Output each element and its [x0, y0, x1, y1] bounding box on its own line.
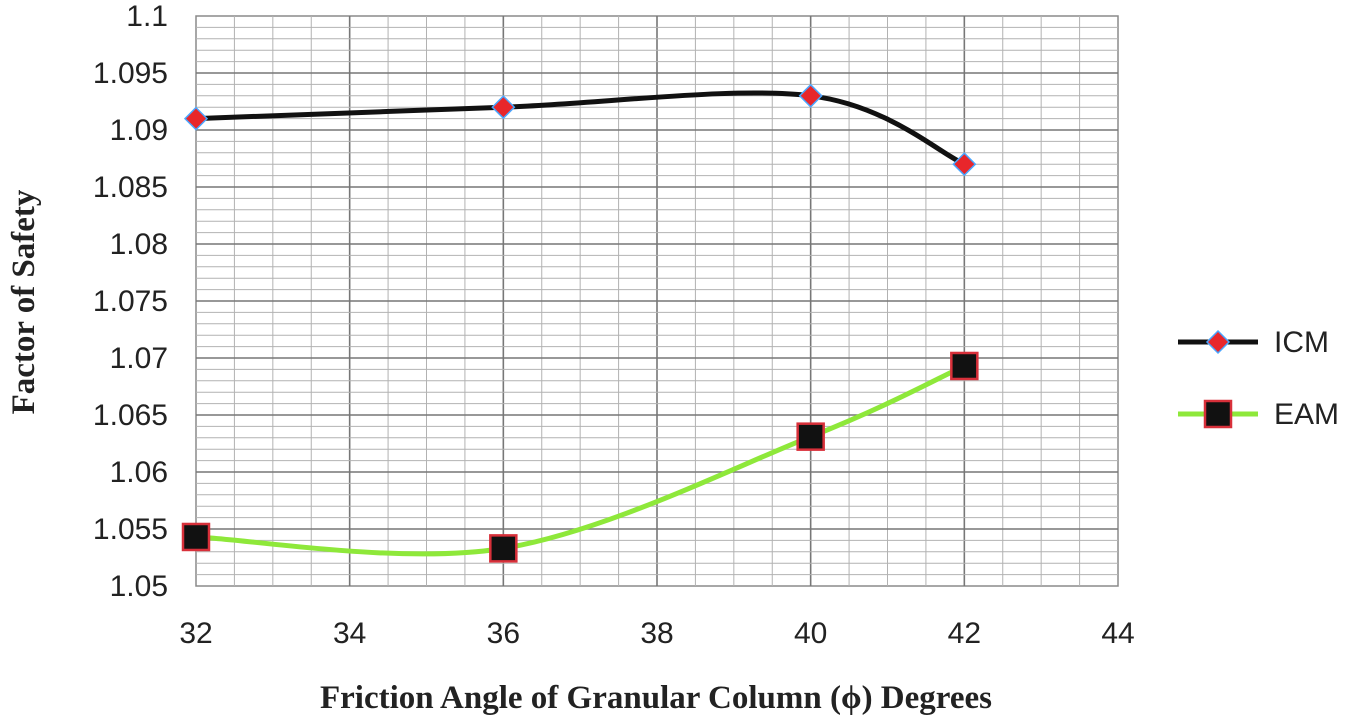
y-tick-label: 1.055 [93, 513, 168, 546]
y-tick-label: 1.09 [110, 114, 168, 147]
x-tick-label: 38 [640, 617, 673, 650]
y-tick-label: 1.095 [93, 57, 168, 90]
x-tick-label: 42 [948, 617, 981, 650]
x-tick-label: 36 [487, 617, 520, 650]
x-tick-label: 40 [794, 617, 827, 650]
legend-label-icm: ICM [1274, 326, 1329, 359]
x-tick-label: 32 [179, 617, 212, 650]
series-icm [183, 83, 977, 177]
y-tick-label: 1.085 [93, 171, 168, 204]
legend-marker-eam [1203, 399, 1233, 429]
y-tick-label: 1.065 [93, 399, 168, 432]
y-tick-label: 1.05 [110, 570, 168, 603]
legend-marker-icm [1205, 329, 1231, 355]
x-axis-title: Friction Angle of Granular Column (ϕ) De… [320, 680, 992, 716]
data-point-icm [491, 95, 516, 120]
x-tick-label: 34 [333, 617, 366, 650]
legend: ICM EAM [1178, 326, 1339, 431]
x-tick-label: 44 [1101, 617, 1134, 650]
legend-item-eam: EAM [1178, 398, 1339, 431]
data-point-icm [798, 83, 823, 108]
y-axis-title: Factor of Safety [6, 189, 42, 414]
y-tick-label: 1.06 [110, 456, 168, 489]
series-line-eam [193, 363, 967, 557]
y-tick-label: 1.07 [110, 342, 168, 375]
y-tick-label: 1.08 [110, 228, 168, 261]
y-tick-label: 1.075 [93, 285, 168, 318]
data-point-eam [950, 351, 979, 381]
data-point-eam [489, 534, 518, 563]
x-tick-labels: 32 34 36 38 40 42 44 [179, 617, 1134, 650]
data-point-icm [183, 106, 209, 131]
series-eam [181, 351, 979, 563]
data-point-icm [952, 152, 977, 177]
series-group [181, 83, 979, 563]
y-tick-labels: 1.05 1.055 1.06 1.065 1.07 1.075 1.08 1.085 1.09… [93, 0, 168, 603]
data-point-eam [796, 422, 825, 451]
data-point-eam [181, 522, 211, 552]
y-tick-label: 1.1 [126, 0, 168, 33]
legend-item-icm: ICM [1178, 326, 1329, 359]
series-line-icm [193, 90, 967, 167]
legend-label-eam: EAM [1274, 398, 1339, 431]
